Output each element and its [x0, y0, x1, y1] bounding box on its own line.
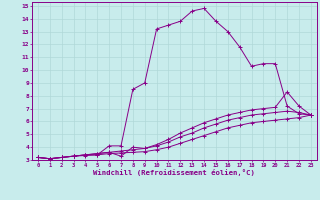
X-axis label: Windchill (Refroidissement éolien,°C): Windchill (Refroidissement éolien,°C) [93, 169, 255, 176]
